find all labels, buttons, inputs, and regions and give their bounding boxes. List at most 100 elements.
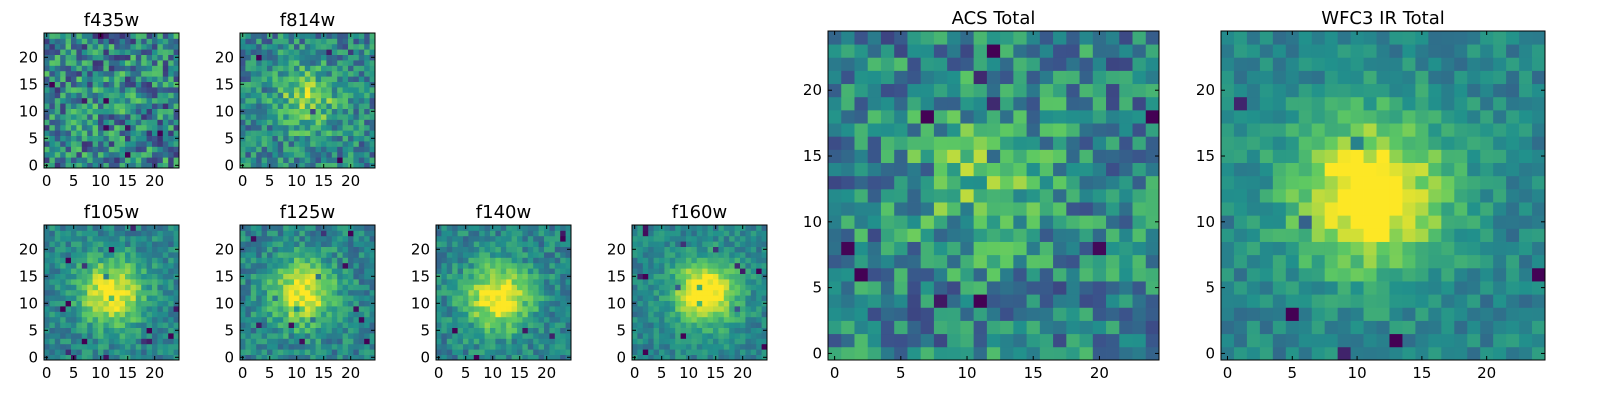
heatmap-cell [108, 289, 115, 296]
heatmap-cell [1467, 267, 1481, 282]
heatmap-cell [1415, 254, 1429, 269]
heatmap-cell [256, 76, 262, 82]
heatmap-cell [707, 241, 714, 247]
heatmap-cell [135, 103, 142, 109]
heatmap-cell [522, 273, 529, 280]
heatmap-cell [337, 327, 343, 334]
heatmap-cell [686, 316, 692, 323]
heatmap-cell [642, 295, 649, 301]
heatmap-cell [369, 114, 376, 120]
heatmap-cell [288, 162, 295, 169]
heatmap-cell [686, 306, 692, 312]
panel-title: f814w [280, 10, 335, 31]
heatmap-cell [436, 295, 442, 301]
heatmap-cell [894, 320, 908, 335]
heatmap-cell [1221, 228, 1235, 242]
heatmap-cell [702, 225, 708, 231]
heatmap-cell [256, 349, 262, 355]
heatmap-cell [1039, 267, 1054, 282]
heatmap-cell [675, 241, 681, 247]
heatmap-cell [1000, 228, 1014, 242]
heatmap-cell [565, 333, 572, 339]
heatmap-cell [1039, 228, 1054, 242]
heatmap-cell [1337, 254, 1351, 269]
heatmap-cell [103, 311, 110, 318]
heatmap-cell [342, 268, 349, 274]
heatmap-cell [98, 338, 104, 345]
heatmap-cell [1415, 202, 1429, 216]
heatmap-cell [81, 87, 88, 93]
heatmap-cell [119, 114, 126, 120]
heatmap-cell [364, 141, 370, 147]
heatmap-cell [98, 306, 104, 312]
heatmap-cell [326, 60, 333, 66]
heatmap-cell [60, 108, 66, 115]
heatmap-cell [511, 349, 518, 355]
heatmap-cell [854, 307, 869, 321]
heatmap-cell [168, 108, 174, 115]
heatmap-cell [256, 33, 262, 39]
heatmap-cell [680, 289, 687, 296]
heatmap-cell [245, 322, 252, 328]
heatmap-cell [880, 346, 895, 361]
heatmap-cell [261, 38, 268, 45]
x-tick-label: 10 [483, 364, 502, 382]
heatmap-cell [304, 311, 311, 318]
heatmap-cell [1454, 307, 1468, 321]
heatmap-cell [135, 284, 142, 291]
heatmap-cell [44, 306, 50, 312]
y-tick-label: 5 [420, 321, 430, 339]
heatmap-cell [261, 306, 268, 312]
heatmap-cell [506, 230, 512, 237]
heatmap-cell [1079, 149, 1094, 163]
heatmap-cell [256, 119, 262, 126]
heatmap-cell [686, 279, 692, 285]
heatmap-cell [277, 295, 284, 301]
heatmap-cell [60, 135, 66, 142]
heatmap-cell [315, 306, 322, 312]
heatmap-cell [457, 235, 464, 242]
heatmap-cell [261, 343, 268, 350]
heatmap-cell [250, 257, 257, 264]
heatmap-cell [565, 306, 572, 312]
heatmap-cell [1389, 228, 1403, 242]
heatmap-cell [294, 97, 300, 104]
heatmap-cell [98, 241, 104, 247]
heatmap-cell [288, 322, 295, 328]
heatmap-cell [250, 114, 257, 120]
x-tick-label: 0 [630, 364, 640, 382]
heatmap-cell [288, 157, 295, 163]
heatmap-cell [49, 81, 56, 88]
heatmap-cell [173, 157, 180, 163]
heatmap-cell [315, 241, 322, 247]
heatmap-cell [103, 114, 110, 120]
heatmap-cell [549, 273, 556, 280]
heatmap-cell [71, 268, 77, 274]
heatmap-cell [696, 349, 703, 355]
heatmap-cell [527, 268, 534, 274]
heatmap-cell [245, 295, 252, 301]
heatmap-cell [245, 38, 252, 45]
heatmap-cell [81, 124, 88, 131]
heatmap-cell [854, 320, 869, 335]
heatmap-cell [173, 262, 180, 269]
heatmap-cell [130, 306, 137, 312]
heatmap-cell [718, 295, 725, 301]
heatmap-cell [87, 54, 93, 61]
heatmap-cell [135, 338, 142, 345]
heatmap-cell [71, 316, 77, 323]
heatmap-cell [473, 252, 480, 258]
heatmap-cell [506, 311, 512, 318]
heatmap-cell [146, 338, 153, 345]
heatmap-cell [337, 33, 343, 39]
heatmap-cell [294, 92, 300, 99]
heatmap-cell [168, 60, 174, 66]
heatmap-cell [326, 246, 333, 253]
heatmap-cell [44, 311, 50, 318]
heatmap-cell [168, 230, 174, 237]
heatmap-cell [756, 225, 762, 231]
heatmap-cell [544, 322, 550, 328]
heatmap-cell [1145, 149, 1160, 163]
heatmap-cell [65, 157, 72, 163]
heatmap-cell [130, 130, 137, 136]
